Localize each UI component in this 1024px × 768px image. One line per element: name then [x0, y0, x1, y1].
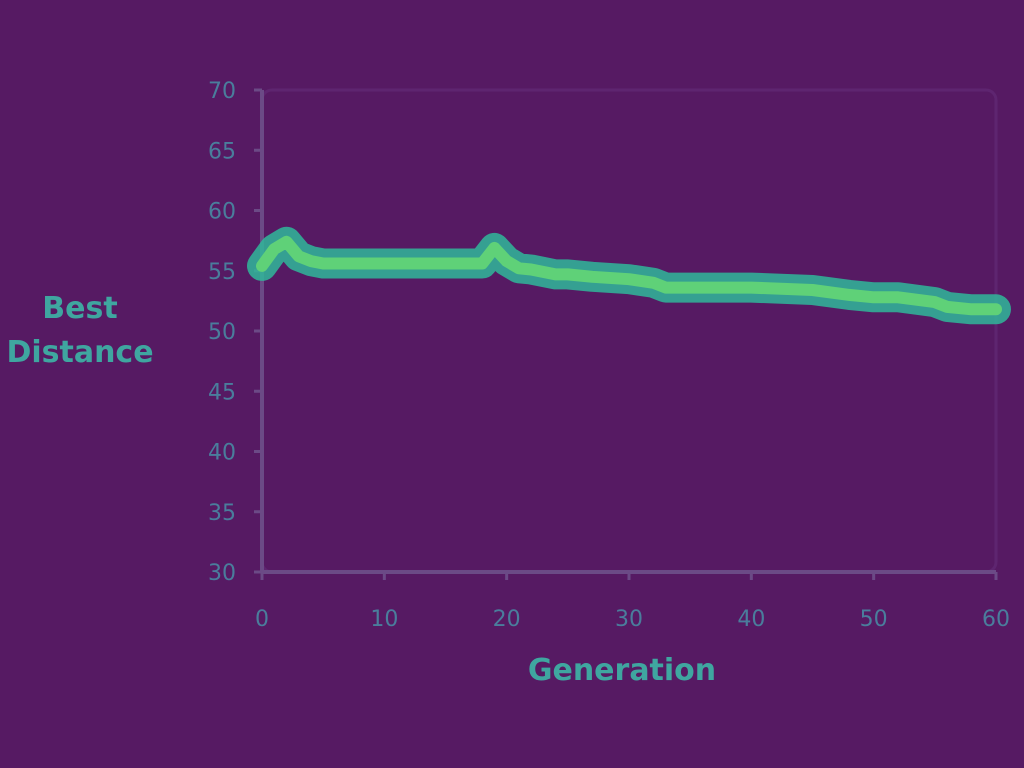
x-tick-label: 20	[493, 607, 521, 632]
y-tick-label: 50	[208, 320, 236, 345]
x-tick-label: 40	[737, 607, 765, 632]
x-axis-ticks: 0 10 20 30 40 50 60	[255, 572, 1010, 632]
y-tick-label: 45	[208, 380, 236, 405]
y-tick-label: 65	[208, 139, 236, 164]
y-tick-label: 60	[208, 200, 236, 225]
y-tick-label: 70	[208, 79, 236, 104]
x-tick-label: 60	[982, 607, 1010, 632]
y-tick-label: 30	[208, 561, 236, 586]
x-tick-label: 0	[255, 607, 269, 632]
x-axis-title: Generation	[528, 653, 716, 688]
series-line	[256, 235, 1002, 316]
x-tick-label: 50	[860, 607, 888, 632]
plot-frame	[260, 88, 998, 574]
y-tick-label: 40	[208, 441, 236, 466]
x-tick-label: 10	[370, 607, 398, 632]
x-tick-label: 30	[615, 607, 643, 632]
y-axis-title: Best Distance	[6, 291, 153, 370]
series-group	[247, 226, 1011, 325]
y-tick-label: 55	[208, 260, 236, 285]
y-axis-ticks: 70 65 60 55 50 45 40 35 30	[208, 79, 262, 586]
y-tick-label: 35	[208, 501, 236, 526]
